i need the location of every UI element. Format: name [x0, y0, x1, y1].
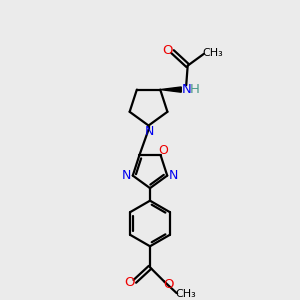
Text: N: N [182, 83, 191, 96]
Text: CH₃: CH₃ [175, 289, 196, 298]
Text: H: H [190, 83, 200, 96]
Text: CH₃: CH₃ [202, 48, 223, 58]
Text: O: O [164, 278, 174, 291]
Text: O: O [124, 276, 134, 289]
Text: O: O [162, 44, 172, 57]
Text: N: N [122, 169, 131, 182]
Text: N: N [169, 169, 178, 182]
Polygon shape [160, 87, 181, 92]
Text: O: O [158, 144, 168, 157]
Text: N: N [144, 125, 154, 139]
